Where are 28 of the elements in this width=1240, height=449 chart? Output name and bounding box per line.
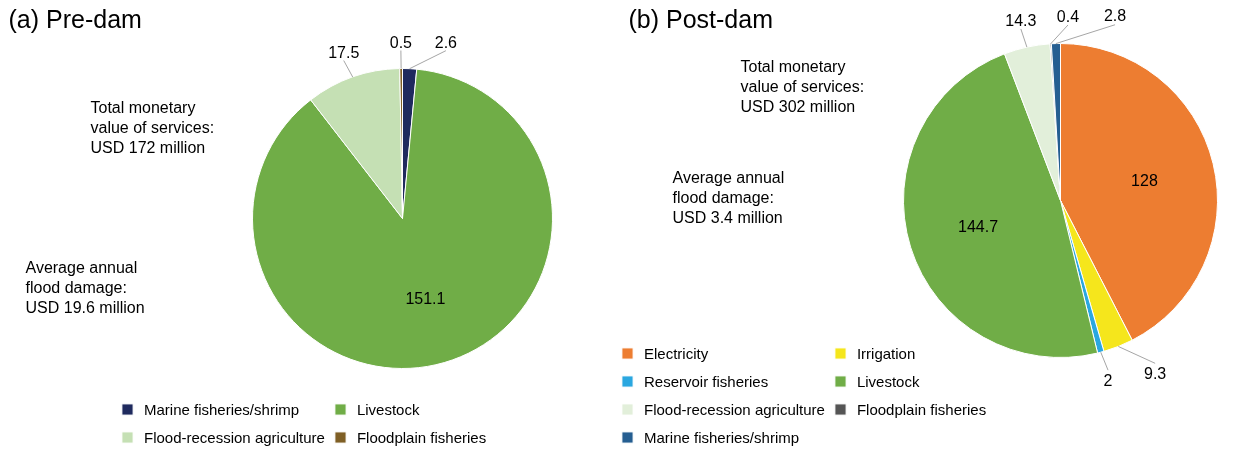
data-label: 151.1 bbox=[405, 289, 446, 307]
text: Average annual flood damage: USD 3.4 million bbox=[672, 168, 785, 227]
data-label: 14.3 bbox=[1005, 11, 1037, 29]
legend-label: Floodplain fisheries bbox=[356, 427, 487, 447]
legend-label: Marine fisheries/shrimp bbox=[144, 399, 300, 419]
text: Average annual flood damage: USD 19.6 million bbox=[25, 258, 145, 317]
text: Total monetary value of services: USD 172 million bbox=[90, 98, 215, 157]
data-label: 144.7 bbox=[958, 218, 999, 236]
legend-label: Reservoir fisheries bbox=[644, 371, 769, 391]
legend-label: Floodplain fisheries bbox=[856, 399, 987, 419]
data-label: 0.4 bbox=[1056, 7, 1080, 25]
chart-title: (a) Pre-dam bbox=[8, 4, 142, 33]
data-label: 17.5 bbox=[328, 43, 360, 61]
legend-label: Flood-recession agriculture bbox=[644, 399, 825, 419]
data-label: 2 bbox=[1103, 371, 1113, 389]
data-label: 2.6 bbox=[434, 33, 458, 51]
data-label: 0.5 bbox=[389, 33, 413, 51]
legend-label: Livestock bbox=[356, 399, 420, 419]
legend-label: Flood-recession agriculture bbox=[144, 427, 325, 447]
text: Total monetary value of services: USD 302 million bbox=[740, 57, 865, 116]
data-label: 9.3 bbox=[1144, 364, 1167, 382]
data-label: 128 bbox=[1131, 172, 1158, 190]
data-label: 2.8 bbox=[1103, 7, 1127, 25]
legend-label: Marine fisheries/shrimp bbox=[644, 427, 800, 447]
chart-title: (b) Post-dam bbox=[628, 4, 773, 33]
legend-label: Electricity bbox=[644, 343, 709, 363]
legend-label: Livestock bbox=[856, 371, 920, 391]
legend-label: Irrigation bbox=[856, 343, 916, 363]
